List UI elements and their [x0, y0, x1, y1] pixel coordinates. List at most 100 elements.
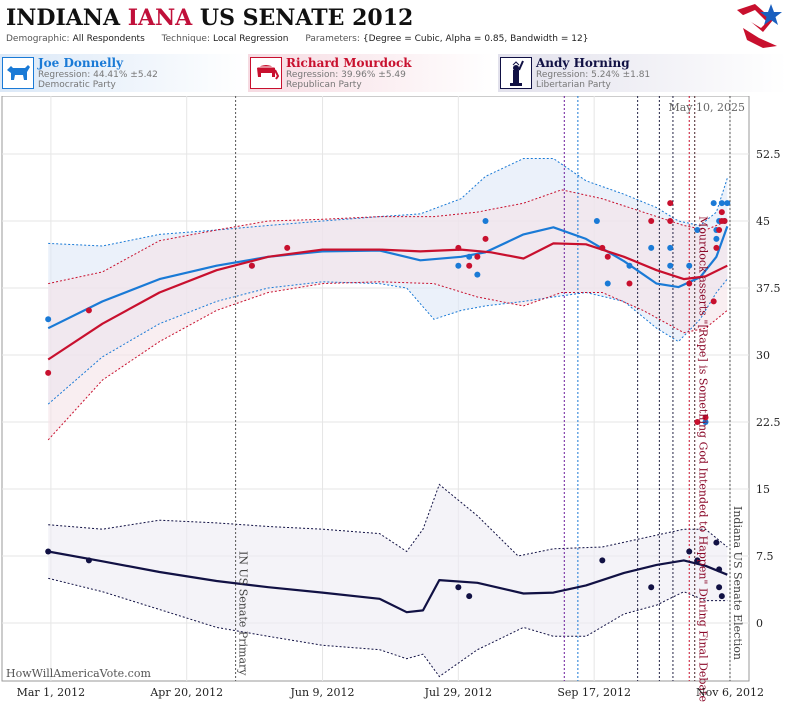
watermark: HowWillAmericaVote.com [6, 667, 151, 680]
poll-point-richard-mourdock [648, 218, 655, 225]
candidate-regression: Regression: 5.24% ±1.81 [536, 70, 651, 80]
poll-point-joe-donnelly [593, 218, 600, 225]
poll-point-richard-mourdock [710, 298, 717, 305]
poll-point-andy-horning [455, 584, 462, 591]
poll-point-joe-donnelly [455, 262, 462, 269]
poll-point-richard-mourdock [474, 253, 481, 260]
parameters-label: Parameters: [305, 34, 360, 44]
candidate-card-andy-horning: Andy Horning Regression: 5.24% ±1.81 Liber… [498, 54, 787, 92]
chart-title: INDIANA IANA US SENATE 2012 [6, 5, 413, 31]
poll-point-richard-mourdock [721, 218, 728, 225]
trend-line-richard-mourdock [47, 242, 728, 361]
poll-point-joe-donnelly [474, 271, 481, 278]
y-tick-label: 37.5 [756, 282, 781, 295]
poll-point-joe-donnelly [710, 200, 717, 207]
poll-point-richard-mourdock [466, 262, 473, 269]
poll-point-joe-donnelly [482, 218, 489, 225]
candidate-party: Libertarian Party [536, 80, 611, 90]
annotation-label: Indiana US Senate Election [731, 506, 744, 660]
poll-point-joe-donnelly [45, 316, 52, 323]
candidate-card-joe-donnelly: Joe Donnelly Regression: 44.41% ±5.42 Demo… [0, 54, 246, 92]
poll-point-richard-mourdock [604, 253, 611, 260]
poll-point-andy-horning [716, 566, 723, 573]
poll-point-richard-mourdock [667, 218, 674, 225]
poll-point-joe-donnelly [702, 418, 709, 425]
x-axis: Mar 1, 2012 Apr 20, 2012 Jun 9, 2012 Jul 29… [17, 686, 764, 699]
x-tick-label: Nov 6, 2012 [696, 686, 764, 699]
poll-point-andy-horning [45, 548, 52, 555]
y-tick-label: 7.5 [756, 550, 774, 563]
x-tick-label: Sep 17, 2012 [557, 686, 631, 699]
donkey-icon [2, 57, 34, 89]
poll-point-andy-horning [599, 557, 606, 564]
band-richard-mourdock [48, 189, 728, 440]
poll-point-richard-mourdock [626, 280, 633, 287]
poll-point-joe-donnelly [686, 262, 693, 269]
poll-point-joe-donnelly [694, 226, 701, 233]
poll-point-richard-mourdock [686, 280, 693, 287]
y-tick-label: 0 [756, 617, 763, 630]
poll-point-joe-donnelly [604, 280, 611, 287]
poll-point-joe-donnelly [466, 253, 473, 260]
poll-point-joe-donnelly [667, 244, 674, 251]
annotation-label: IN US Senate Primary [237, 551, 250, 676]
x-tick-label: Apr 20, 2012 [149, 686, 223, 699]
poll-point-richard-mourdock [599, 244, 606, 251]
candidate-regression: Regression: 39.96% ±5.49 [286, 70, 406, 80]
poll-point-richard-mourdock [284, 244, 291, 251]
candidate-party: Democratic Party [38, 80, 116, 90]
poll-point-richard-mourdock [716, 226, 723, 233]
poll-point-andy-horning [718, 593, 725, 600]
event-lines [235, 96, 731, 681]
y-tick-label: 15 [756, 483, 770, 496]
poll-point-richard-mourdock [248, 262, 255, 269]
poll-point-andy-horning [648, 584, 655, 591]
poll-point-andy-horning [713, 539, 720, 546]
elephant-icon [250, 57, 282, 89]
upper-bound-richard-mourdock [48, 189, 728, 285]
band-andy-horning [48, 484, 728, 677]
candidate-name: Richard Mourdock [286, 56, 412, 70]
poll-point-richard-mourdock [667, 200, 674, 207]
star-flag-logo-icon [737, 4, 782, 48]
upper-bound-joe-donnelly [48, 158, 728, 247]
y-axis: 0 7.5 15 22.5 30 37.5 45 52.5 [756, 148, 781, 630]
upper-bound-andy-horning [48, 483, 728, 557]
lower-bound-joe-donnelly [47, 278, 728, 405]
chart-parameters: Demographic: All Respondents Technique: Lo… [6, 34, 602, 44]
y-tick-label: 30 [756, 349, 770, 362]
demographic-label: Demographic: [6, 34, 70, 44]
x-tick-label: Jun 9, 2012 [289, 686, 354, 699]
title-race: US SENATE 2012 [199, 5, 414, 31]
lower-bound-richard-mourdock [47, 281, 728, 441]
y-tick-label: 52.5 [756, 148, 781, 161]
poll-point-richard-mourdock [45, 369, 52, 376]
poll-point-andy-horning [686, 548, 693, 555]
demographic-value: All Respondents [72, 34, 145, 44]
poll-point-joe-donnelly [667, 262, 674, 269]
title-highlight: IANA [127, 5, 193, 31]
poll-point-andy-horning [466, 593, 473, 600]
candidate-party: Republican Party [286, 80, 362, 90]
parameters-value: {Degree = Cubic, Alpha = 0.85, Bandwidth… [362, 34, 589, 44]
poll-point-joe-donnelly [718, 200, 725, 207]
x-tick-label: Jul 29, 2012 [424, 686, 493, 699]
poll-point-andy-horning [85, 557, 92, 564]
poll-point-richard-mourdock [455, 244, 462, 251]
x-tick-label: Mar 1, 2012 [17, 686, 86, 699]
poll-point-richard-mourdock [694, 418, 701, 425]
lower-bound-andy-horning [48, 577, 728, 678]
y-tick-label: 22.5 [756, 416, 781, 429]
technique-value: Local Regression [213, 34, 289, 44]
poll-point-joe-donnelly [648, 244, 655, 251]
poll-point-richard-mourdock [713, 244, 720, 251]
confidence-bands [47, 158, 728, 678]
y-tick-label: 45 [756, 215, 770, 228]
candidate-name: Joe Donnelly [38, 56, 124, 70]
poll-point-richard-mourdock [718, 209, 725, 216]
poll-point-joe-donnelly [626, 262, 633, 269]
statue-of-liberty-icon [500, 57, 532, 89]
poll-point-joe-donnelly [713, 235, 720, 242]
poll-point-richard-mourdock [85, 307, 92, 314]
poll-points [45, 200, 731, 600]
